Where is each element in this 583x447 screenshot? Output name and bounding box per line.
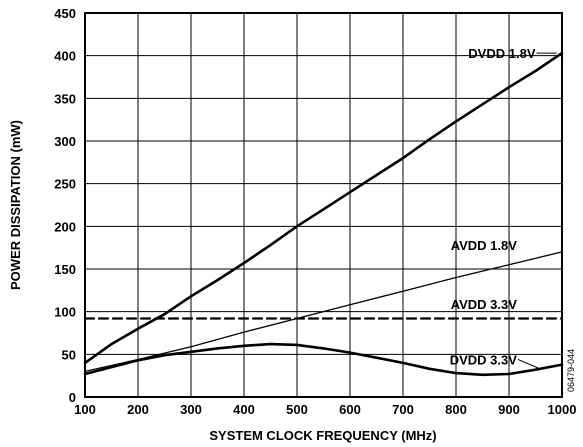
series-label: AVDD 1.8V bbox=[451, 238, 518, 253]
y-tick-label: 300 bbox=[54, 134, 76, 149]
y-tick-label: 150 bbox=[54, 262, 76, 277]
series-label: DVDD 3.3V bbox=[450, 352, 518, 367]
x-tick-label: 100 bbox=[74, 402, 96, 417]
series-line-avdd-1-8v bbox=[84, 251, 563, 373]
x-tick-label: 700 bbox=[392, 402, 414, 417]
series-labels: DVDD 1.8V AVDD 1.8V AVDD 3.3V DVDD 3.3V bbox=[450, 46, 557, 369]
y-tick-label: 350 bbox=[54, 91, 76, 106]
y-tick-label: 50 bbox=[62, 347, 76, 362]
y-tick-label: 200 bbox=[54, 219, 76, 234]
y-axis-title: POWER DISSIPATION (mW) bbox=[8, 120, 23, 290]
y-tick-label: 400 bbox=[54, 49, 76, 64]
y-tick-label: 0 bbox=[69, 390, 76, 405]
series-label: AVDD 3.3V bbox=[451, 297, 518, 312]
label-leader-line bbox=[517, 358, 539, 369]
grid-lines bbox=[85, 13, 562, 397]
x-axis-title: SYSTEM CLOCK FREQUENCY (MHz) bbox=[209, 428, 436, 443]
x-tick-label: 1000 bbox=[548, 402, 577, 417]
x-tick-labels: 100 200 300 400 500 600 700 800 900 1000 bbox=[74, 402, 576, 417]
series-line-dvdd-1-8v bbox=[83, 51, 564, 365]
y-tick-labels: 0 50 100 150 200 250 300 350 400 450 bbox=[54, 6, 76, 405]
plot-frame bbox=[84, 12, 563, 398]
x-tick-label: 400 bbox=[233, 402, 255, 417]
x-tick-label: 600 bbox=[339, 402, 361, 417]
y-tick-label: 450 bbox=[54, 6, 76, 21]
x-tick-label: 900 bbox=[498, 402, 520, 417]
series-label: DVDD 1.8V bbox=[468, 46, 536, 61]
figure-id: 06479-044 bbox=[566, 349, 576, 392]
x-tick-label: 200 bbox=[127, 402, 149, 417]
series-line-dvdd-3-3v bbox=[83, 342, 564, 377]
y-tick-label: 100 bbox=[54, 305, 76, 320]
x-tick-label: 300 bbox=[180, 402, 202, 417]
series-lines bbox=[83, 51, 564, 377]
x-tick-label: 800 bbox=[445, 402, 467, 417]
x-tick-label: 500 bbox=[286, 402, 308, 417]
y-tick-label: 250 bbox=[54, 177, 76, 192]
